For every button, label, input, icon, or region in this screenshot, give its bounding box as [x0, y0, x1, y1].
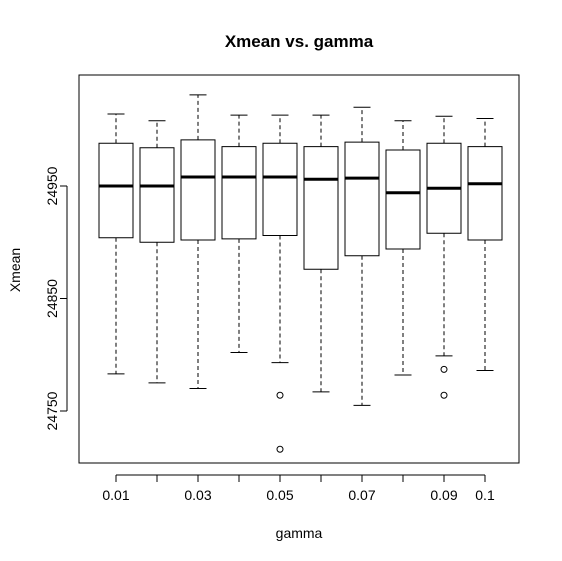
y-tick-label: 24950 [44, 166, 60, 205]
x-tick-label: 0.03 [184, 487, 211, 503]
x-tick-label: 0.05 [266, 487, 293, 503]
plot-area: 24750 24850 24950 0.01 0.03 0.05 0.07 0.09 0.1 [44, 95, 502, 503]
box [222, 147, 256, 239]
x-tick-label: 0.01 [102, 487, 129, 503]
outlier-point [277, 392, 283, 398]
box [263, 143, 297, 235]
box [386, 150, 420, 249]
chart-title: Xmean vs. gamma [225, 32, 374, 51]
x-axis-label: gamma [276, 525, 323, 541]
y-tick-label: 24750 [44, 391, 60, 430]
box [181, 140, 215, 240]
outlier-point [277, 446, 283, 452]
x-tick-label: 0.07 [348, 487, 375, 503]
box [99, 143, 133, 238]
x-tick-label: 0.09 [430, 487, 457, 503]
box [345, 142, 379, 256]
outlier-point [441, 392, 447, 398]
y-tick-label: 24850 [44, 279, 60, 318]
box [304, 147, 338, 270]
plot-frame [79, 75, 519, 463]
outlier-point [441, 366, 447, 372]
box [140, 148, 174, 243]
box [468, 147, 502, 240]
x-tick-label: 0.1 [475, 487, 495, 503]
y-axis-label: Xmean [7, 248, 23, 292]
